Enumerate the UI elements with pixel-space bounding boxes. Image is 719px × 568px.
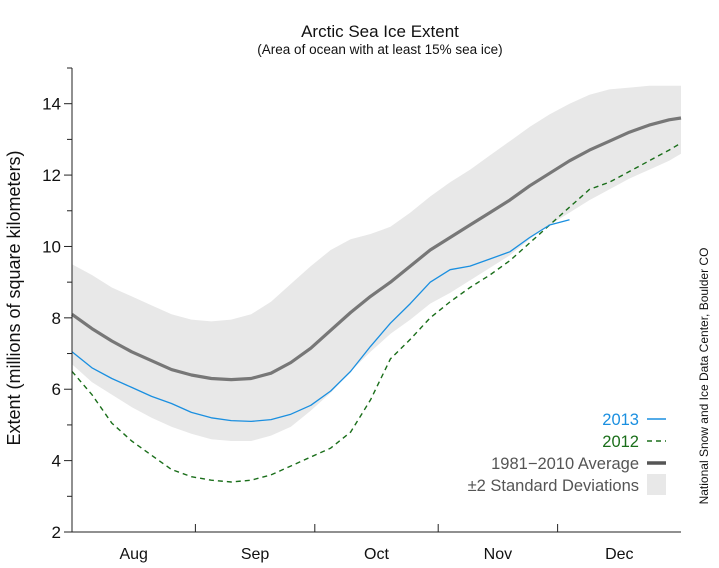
y-tick-label: 10 <box>42 237 61 256</box>
legend-average-label: 1981−2010 Average <box>491 455 639 473</box>
std-dev-band <box>72 85 681 442</box>
credit-label: National Snow and Ice Data Center, Bould… <box>697 248 711 505</box>
y-axis-label: Extent (millions of square kilometers) <box>4 150 24 445</box>
x-tick-label: Oct <box>364 546 389 563</box>
x-tick-label: Sep <box>241 546 270 563</box>
series-lines-layer <box>71 116 682 483</box>
y-tick-label: 4 <box>52 452 61 471</box>
std-dev-band-layer <box>72 85 681 442</box>
y-tick-label: 6 <box>52 380 61 399</box>
y-tick-label: 8 <box>52 309 61 328</box>
x-tick-label: Nov <box>484 546 512 563</box>
legend-std-dev-label: ±2 Standard Deviations <box>468 477 639 495</box>
legend: 2013 2012 1981−2010 Average ±2 Standard Dev… <box>468 411 666 495</box>
y-tick-label: 2 <box>52 523 61 542</box>
series-2013-line <box>71 219 570 423</box>
x-tick-label: Dec <box>605 546 633 563</box>
chart-subtitle: (Area of ocean with at least 15% sea ice… <box>257 42 502 57</box>
legend-std-dev-swatch <box>647 474 666 495</box>
y-tick-label: 12 <box>42 166 61 185</box>
x-tick-label: Aug <box>119 546 147 563</box>
chart-title: Arctic Sea Ice Extent <box>301 22 459 41</box>
series-average-line <box>71 116 682 382</box>
series-2012-line <box>71 142 682 483</box>
legend-2013-label: 2013 <box>602 411 639 429</box>
axes-layer: 2 4 6 8 10 12 14 Aug Sep Oct Nov Dec <box>42 67 681 563</box>
legend-2012-label: 2012 <box>602 433 639 451</box>
y-tick-label: 14 <box>42 95 61 114</box>
